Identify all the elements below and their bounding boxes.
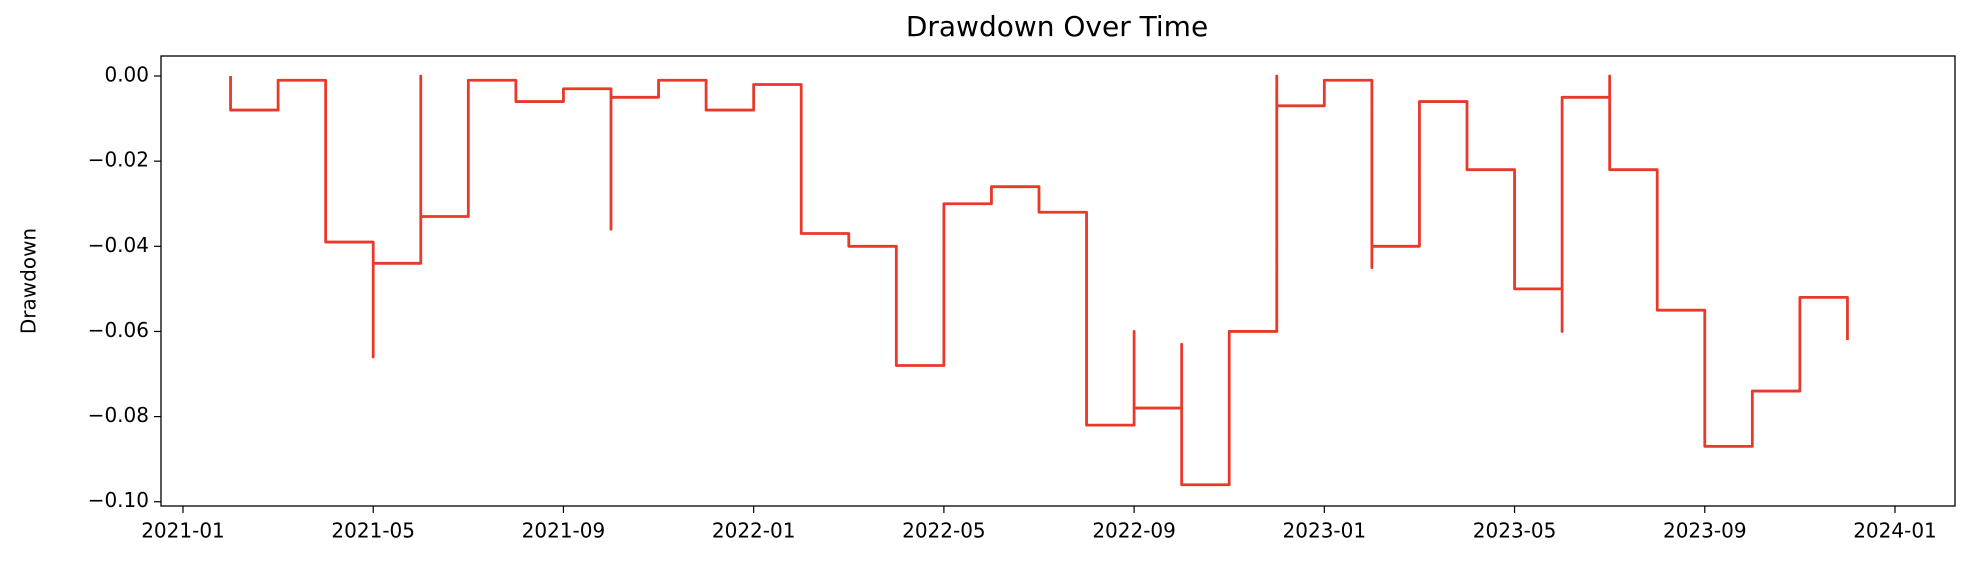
x-tick-label: 2021-09 (522, 519, 606, 543)
x-tick-label: 2021-05 (331, 519, 415, 543)
plot-frame (160, 55, 1956, 507)
y-tick-label: −0.10 (88, 488, 149, 512)
x-tick-label: 2023-01 (1283, 519, 1367, 543)
x-tick-label: 2023-09 (1663, 519, 1747, 543)
y-axis-label: Drawdown (17, 228, 41, 334)
x-tick-label: 2022-01 (712, 519, 796, 543)
x-tick-label: 2024-01 (1853, 519, 1937, 543)
y-tick-label: −0.04 (88, 233, 149, 257)
x-tick-label: 2022-05 (902, 519, 986, 543)
chart-title: Drawdown Over Time (906, 10, 1208, 43)
x-tick-label: 2021-01 (141, 519, 225, 543)
y-tick-label: −0.08 (88, 403, 149, 427)
y-tick-label: 0.00 (104, 63, 149, 87)
y-tick-label: −0.06 (88, 318, 149, 342)
x-tick-label: 2022-09 (1092, 519, 1176, 543)
data-line (229, 74, 1849, 487)
x-tick-label: 2023-05 (1473, 519, 1557, 543)
y-tick-label: −0.02 (88, 148, 149, 172)
